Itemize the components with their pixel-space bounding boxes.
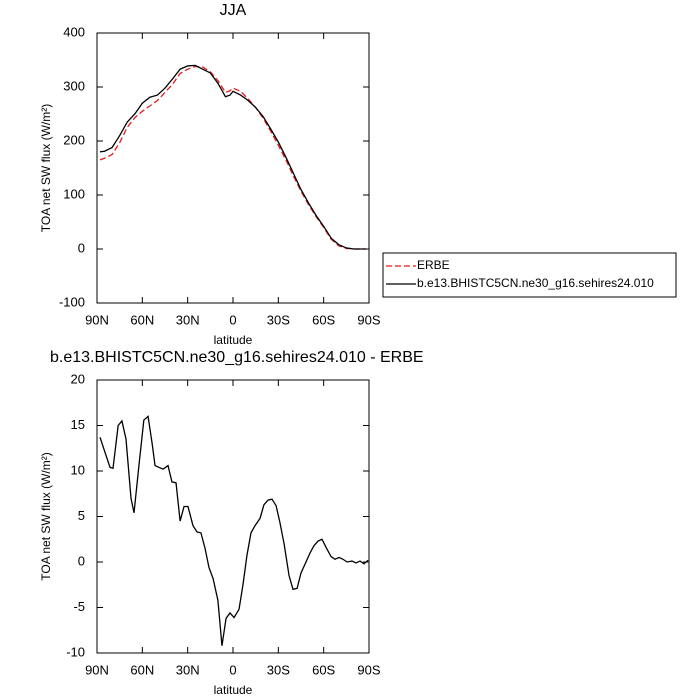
y-tick-label: 0 bbox=[78, 240, 85, 255]
y-tick-label: -5 bbox=[73, 599, 85, 614]
legend-frame bbox=[382, 252, 677, 298]
x-tick-label: 60N bbox=[130, 662, 154, 677]
chart-title: JJA bbox=[220, 2, 247, 19]
y-tick-label: 20 bbox=[71, 371, 85, 386]
y-tick-label: 15 bbox=[71, 417, 85, 432]
x-tick-label: 60S bbox=[312, 312, 335, 327]
y-tick-label: 5 bbox=[78, 508, 85, 523]
x-tick-label: 90N bbox=[85, 662, 109, 677]
y-tick-label: -10 bbox=[66, 644, 85, 659]
plot-frame bbox=[96, 379, 370, 654]
y-tick-label: 200 bbox=[63, 132, 85, 147]
x-tick-label: 90S bbox=[357, 662, 380, 677]
y-tick-label: 10 bbox=[71, 462, 85, 477]
y-tick-label: 400 bbox=[63, 24, 85, 39]
x-tick-label: 30N bbox=[176, 662, 200, 677]
x-tick-label: 90S bbox=[357, 312, 380, 327]
x-tick-label: 0 bbox=[229, 662, 236, 677]
y-tick-label: 0 bbox=[78, 553, 85, 568]
y-tick-label: 300 bbox=[63, 78, 85, 93]
y-tick-label: -100 bbox=[59, 294, 85, 309]
x-tick-label: 30S bbox=[267, 662, 290, 677]
x-axis-label: latitude bbox=[214, 683, 253, 697]
x-tick-label: 90N bbox=[85, 312, 109, 327]
x-tick-label: 30S bbox=[267, 312, 290, 327]
x-axis-label: latitude bbox=[214, 333, 253, 347]
data-line bbox=[99, 64, 366, 250]
y-tick-label: 100 bbox=[63, 186, 85, 201]
plot-frame bbox=[96, 32, 370, 304]
y-axis-label: TOA net SW flux (W/m²) bbox=[39, 104, 53, 232]
x-tick-label: 0 bbox=[229, 312, 236, 327]
x-tick-label: 60N bbox=[130, 312, 154, 327]
legend-label: b.e13.BHISTC5CN.ne30_g16.sehires24.010 bbox=[417, 276, 654, 290]
y-axis-label: TOA net SW flux (W/m²) bbox=[39, 452, 53, 580]
data-line bbox=[99, 415, 369, 646]
data-line bbox=[99, 65, 366, 250]
legend-label: ERBE bbox=[417, 258, 450, 272]
x-tick-label: 60S bbox=[312, 662, 335, 677]
x-tick-label: 30N bbox=[176, 312, 200, 327]
chart-title: b.e13.BHISTC5CN.ne30_g16.sehires24.010 -… bbox=[50, 349, 424, 366]
